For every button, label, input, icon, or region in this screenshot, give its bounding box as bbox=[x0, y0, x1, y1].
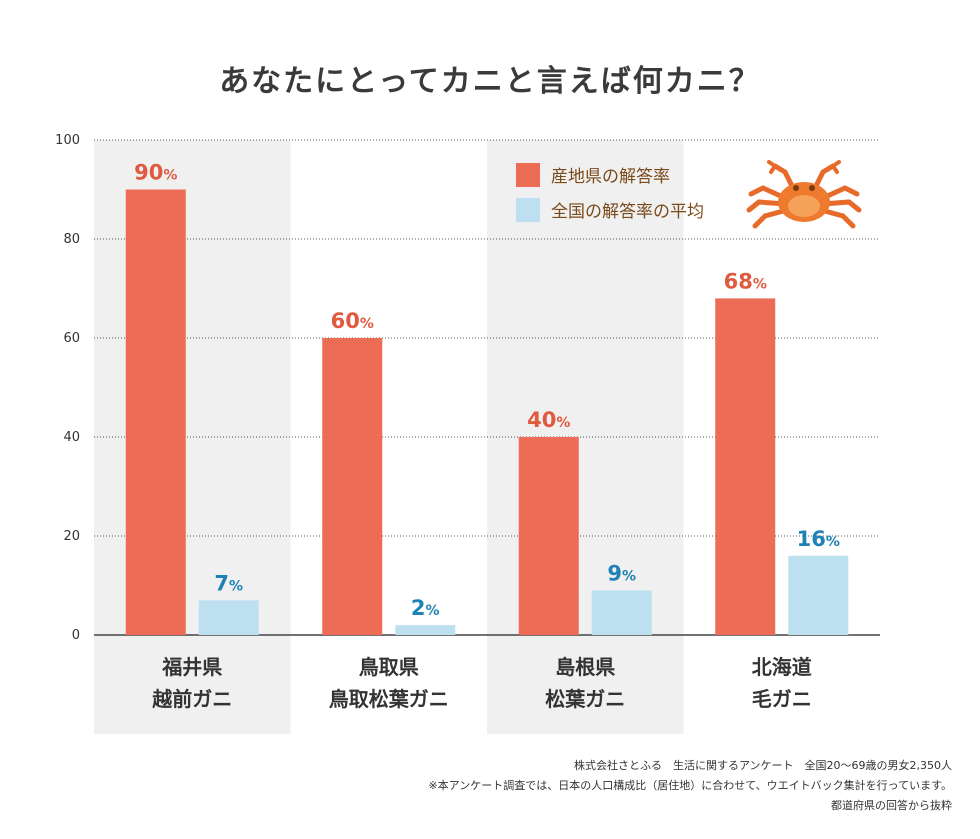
data-label: 68% bbox=[724, 269, 767, 293]
x-category-label: 北海道 bbox=[752, 655, 812, 679]
x-category-sublabel: 越前ガニ bbox=[151, 687, 232, 711]
y-tick-label: 40 bbox=[63, 430, 80, 445]
x-category-label: 鳥取県 bbox=[359, 655, 419, 679]
bar-series-1-cat-1 bbox=[395, 625, 456, 635]
legend-swatch-1 bbox=[516, 198, 540, 222]
note-line-2: ※本アンケート調査では、日本の人口構成比（居住地）に合わせて、ウエイトバック集計… bbox=[428, 779, 952, 792]
data-label: 60% bbox=[331, 309, 374, 333]
category-band-0 bbox=[94, 140, 291, 734]
legend-swatch-0 bbox=[516, 163, 540, 187]
y-tick-label: 60 bbox=[63, 331, 80, 346]
y-tick-label: 80 bbox=[63, 232, 80, 247]
bar-series-0-cat-2 bbox=[518, 437, 579, 635]
note-line-3: 都道府県の回答から抜粋 bbox=[831, 799, 952, 812]
bar-series-1-cat-2 bbox=[591, 590, 652, 635]
y-tick-label: 20 bbox=[63, 529, 80, 544]
data-label: 16% bbox=[797, 527, 840, 551]
crab-icon bbox=[746, 160, 862, 229]
y-tick-label: 100 bbox=[55, 133, 80, 148]
data-label: 7% bbox=[214, 571, 243, 595]
data-label: 2% bbox=[411, 596, 440, 620]
bar-series-0-cat-3 bbox=[715, 298, 776, 635]
category-band-2 bbox=[487, 140, 684, 734]
bar-series-0-cat-1 bbox=[322, 338, 383, 635]
legend-label-0: 産地県の解答率 bbox=[551, 167, 670, 187]
x-category-label: 福井県 bbox=[161, 655, 222, 679]
chart-title: あなたにとってカニと言えば何カニ？ bbox=[219, 64, 761, 99]
x-category-sublabel: 毛ガニ bbox=[752, 687, 812, 711]
x-category-label: 島根県 bbox=[555, 655, 615, 679]
note-line-1: 株式会社さとふる 生活に関するアンケート 全国20～69歳の男女2,350人 bbox=[573, 759, 952, 772]
bar-series-0-cat-0 bbox=[125, 189, 186, 635]
data-label: 90% bbox=[134, 161, 177, 185]
bar-series-1-cat-0 bbox=[198, 600, 259, 635]
data-label: 40% bbox=[527, 408, 570, 432]
x-category-sublabel: 松葉ガニ bbox=[545, 687, 625, 711]
legend-label-1: 全国の解答率の平均 bbox=[551, 202, 704, 222]
source-notes: 株式会社さとふる 生活に関するアンケート 全国20～69歳の男女2,350人 ※… bbox=[428, 756, 952, 816]
y-tick-label: 0 bbox=[72, 628, 80, 643]
x-category-sublabel: 鳥取松葉ガニ bbox=[329, 687, 449, 711]
bar-series-1-cat-3 bbox=[788, 555, 849, 635]
data-label: 9% bbox=[607, 561, 636, 585]
